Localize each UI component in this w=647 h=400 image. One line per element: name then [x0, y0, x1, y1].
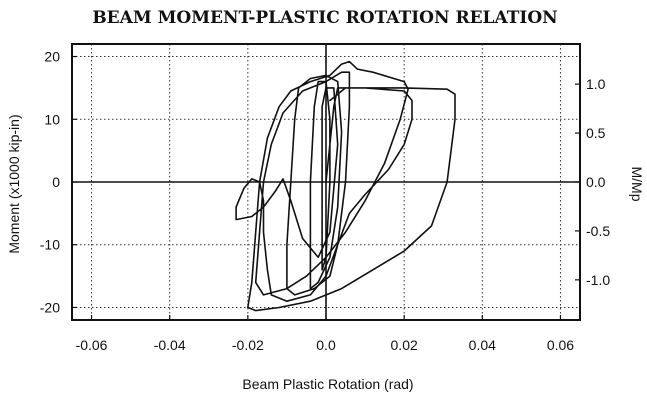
- x-tick-label: -0.04: [154, 337, 186, 353]
- hysteresis-curve: [235, 60, 456, 312]
- x-tick-label: 0.04: [469, 337, 496, 353]
- x-tick-label: -0.02: [232, 337, 264, 353]
- x-axis-label: Beam Plastic Rotation (rad): [242, 376, 413, 392]
- x-tick-label: 0.06: [547, 337, 574, 353]
- y2-tick-label: -0.5: [586, 223, 610, 239]
- series: [235, 60, 456, 312]
- y2-tick-label: 0.5: [586, 125, 606, 141]
- y-tick-label: 0: [52, 174, 60, 190]
- y-tick-label: 20: [44, 49, 60, 65]
- x-tick-label: 0.0: [316, 337, 336, 353]
- plot-frame: [71, 43, 581, 321]
- x-tick-label: -0.06: [76, 337, 108, 353]
- y-tick-label: 10: [44, 111, 60, 127]
- y2-tick-label: -1.0: [586, 272, 610, 288]
- y2-tick-label: 0.0: [586, 174, 606, 190]
- y2-tick-label: 1.0: [586, 76, 606, 92]
- x-tick-label: 0.02: [391, 337, 418, 353]
- y-axis-label: Moment (x1000 kip-in): [6, 114, 22, 253]
- y-tick-label: -20: [40, 299, 60, 315]
- y-tick-label: -10: [40, 237, 60, 253]
- chart-title: BEAM MOMENT-PLASTIC ROTATION RELATION: [92, 8, 557, 28]
- tick-labels: -0.06 -0.04 -0.02 0.0 0.02 0.04 0.06 -20 -10 0 10 2…: [40, 49, 611, 353]
- y2-axis-label: M/Mp: [629, 167, 645, 202]
